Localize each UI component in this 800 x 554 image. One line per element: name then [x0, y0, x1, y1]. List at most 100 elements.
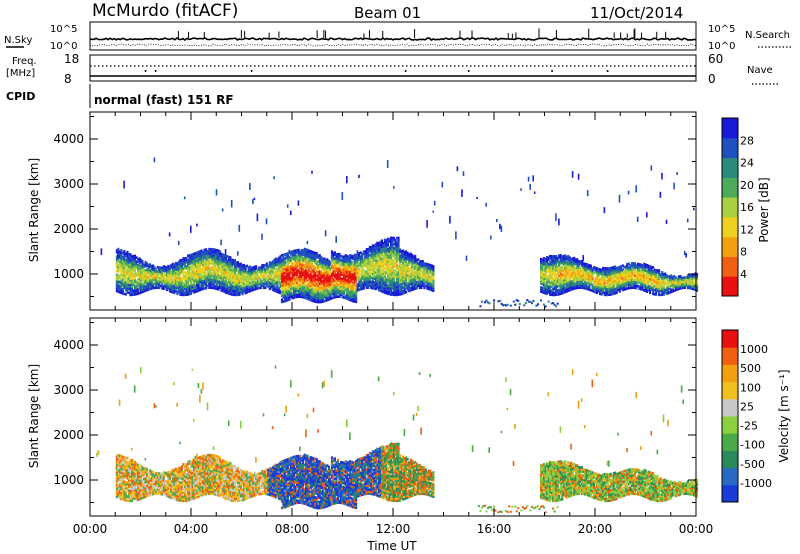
data-cell [262, 266, 265, 269]
data-cell [565, 269, 568, 273]
data-cell [259, 266, 262, 269]
data-cell [265, 268, 268, 272]
data-cell [179, 273, 182, 276]
data-cell [658, 275, 661, 278]
data-cell [344, 268, 347, 271]
data-cell [386, 276, 389, 279]
data-cell [364, 264, 367, 267]
data-cell [561, 279, 564, 283]
data-cell [300, 283, 303, 286]
data-cell [321, 286, 324, 289]
data-cell [347, 255, 350, 258]
data-cell [162, 281, 165, 284]
data-cell [379, 277, 382, 280]
data-cell [188, 272, 191, 276]
data-cell [282, 253, 285, 257]
data-cell [591, 285, 594, 289]
data-cell [241, 270, 244, 273]
data-cell [203, 272, 206, 276]
data-cell [571, 259, 574, 262]
data-cell [230, 266, 233, 270]
data-cell [227, 265, 230, 269]
data-cell [600, 278, 603, 282]
data-cell [285, 289, 288, 292]
data-cell [341, 291, 344, 295]
data-cell [552, 277, 555, 280]
data-cell [338, 281, 341, 284]
data-cell [205, 272, 208, 276]
data-cell [585, 265, 588, 268]
data-cell [305, 270, 308, 274]
data-cell [297, 248, 300, 252]
data-cell [612, 270, 615, 273]
data-cell [393, 269, 396, 272]
data-cell [293, 267, 296, 271]
data-cell [196, 289, 199, 293]
data-cell [558, 256, 561, 259]
data-cell [326, 264, 329, 267]
data-cell [586, 287, 589, 291]
data-cell [556, 289, 559, 292]
data-cell [365, 262, 368, 265]
data-cell [588, 288, 591, 291]
scatter-point [324, 230, 327, 237]
data-cell [302, 281, 305, 285]
data-cell [568, 288, 571, 292]
data-cell [540, 288, 543, 291]
data-cell [130, 271, 133, 274]
data-cell [417, 282, 420, 286]
data-cell [567, 269, 570, 272]
data-cell [232, 275, 235, 278]
data-cell [209, 256, 212, 259]
data-cell [624, 283, 627, 287]
data-cell [552, 281, 555, 284]
data-cell [396, 242, 399, 246]
data-cell [208, 247, 211, 251]
data-cell [643, 270, 646, 274]
data-cell [376, 271, 379, 275]
data-cell [294, 283, 297, 287]
data-cell [561, 285, 564, 289]
data-cell [121, 255, 124, 259]
data-cell [144, 269, 147, 272]
data-cell [402, 257, 405, 261]
data-cell [559, 292, 562, 295]
data-cell [126, 258, 129, 262]
data-cell [518, 303, 521, 305]
data-cell [296, 249, 299, 252]
data-cell [185, 289, 188, 292]
data-cell [147, 275, 150, 279]
data-cell [606, 281, 609, 284]
data-cell [336, 256, 339, 260]
data-cell [347, 267, 350, 271]
data-cell [146, 286, 149, 290]
data-cell [552, 279, 555, 282]
data-cell [385, 291, 388, 295]
data-cell [349, 262, 352, 265]
data-cell [396, 263, 399, 266]
data-cell [340, 283, 343, 286]
data-cell [377, 266, 380, 269]
data-cell [400, 272, 403, 275]
data-cell [196, 281, 199, 285]
data-cell [249, 287, 252, 291]
data-cell [611, 280, 614, 284]
data-cell [183, 275, 186, 278]
data-cell [426, 262, 429, 266]
data-cell [177, 291, 180, 294]
data-cell [115, 283, 118, 287]
data-cell [168, 265, 171, 268]
data-cell [176, 262, 179, 265]
data-cell [143, 287, 146, 291]
data-cell [579, 274, 582, 277]
data-cell [255, 267, 258, 270]
data-cell [612, 284, 615, 287]
data-cell [430, 278, 433, 282]
data-cell [187, 280, 190, 284]
data-cell [611, 268, 614, 272]
data-cell [644, 287, 647, 291]
data-cell [383, 242, 386, 246]
data-cell [217, 286, 220, 289]
data-cell [399, 250, 402, 253]
data-cell [355, 264, 358, 267]
